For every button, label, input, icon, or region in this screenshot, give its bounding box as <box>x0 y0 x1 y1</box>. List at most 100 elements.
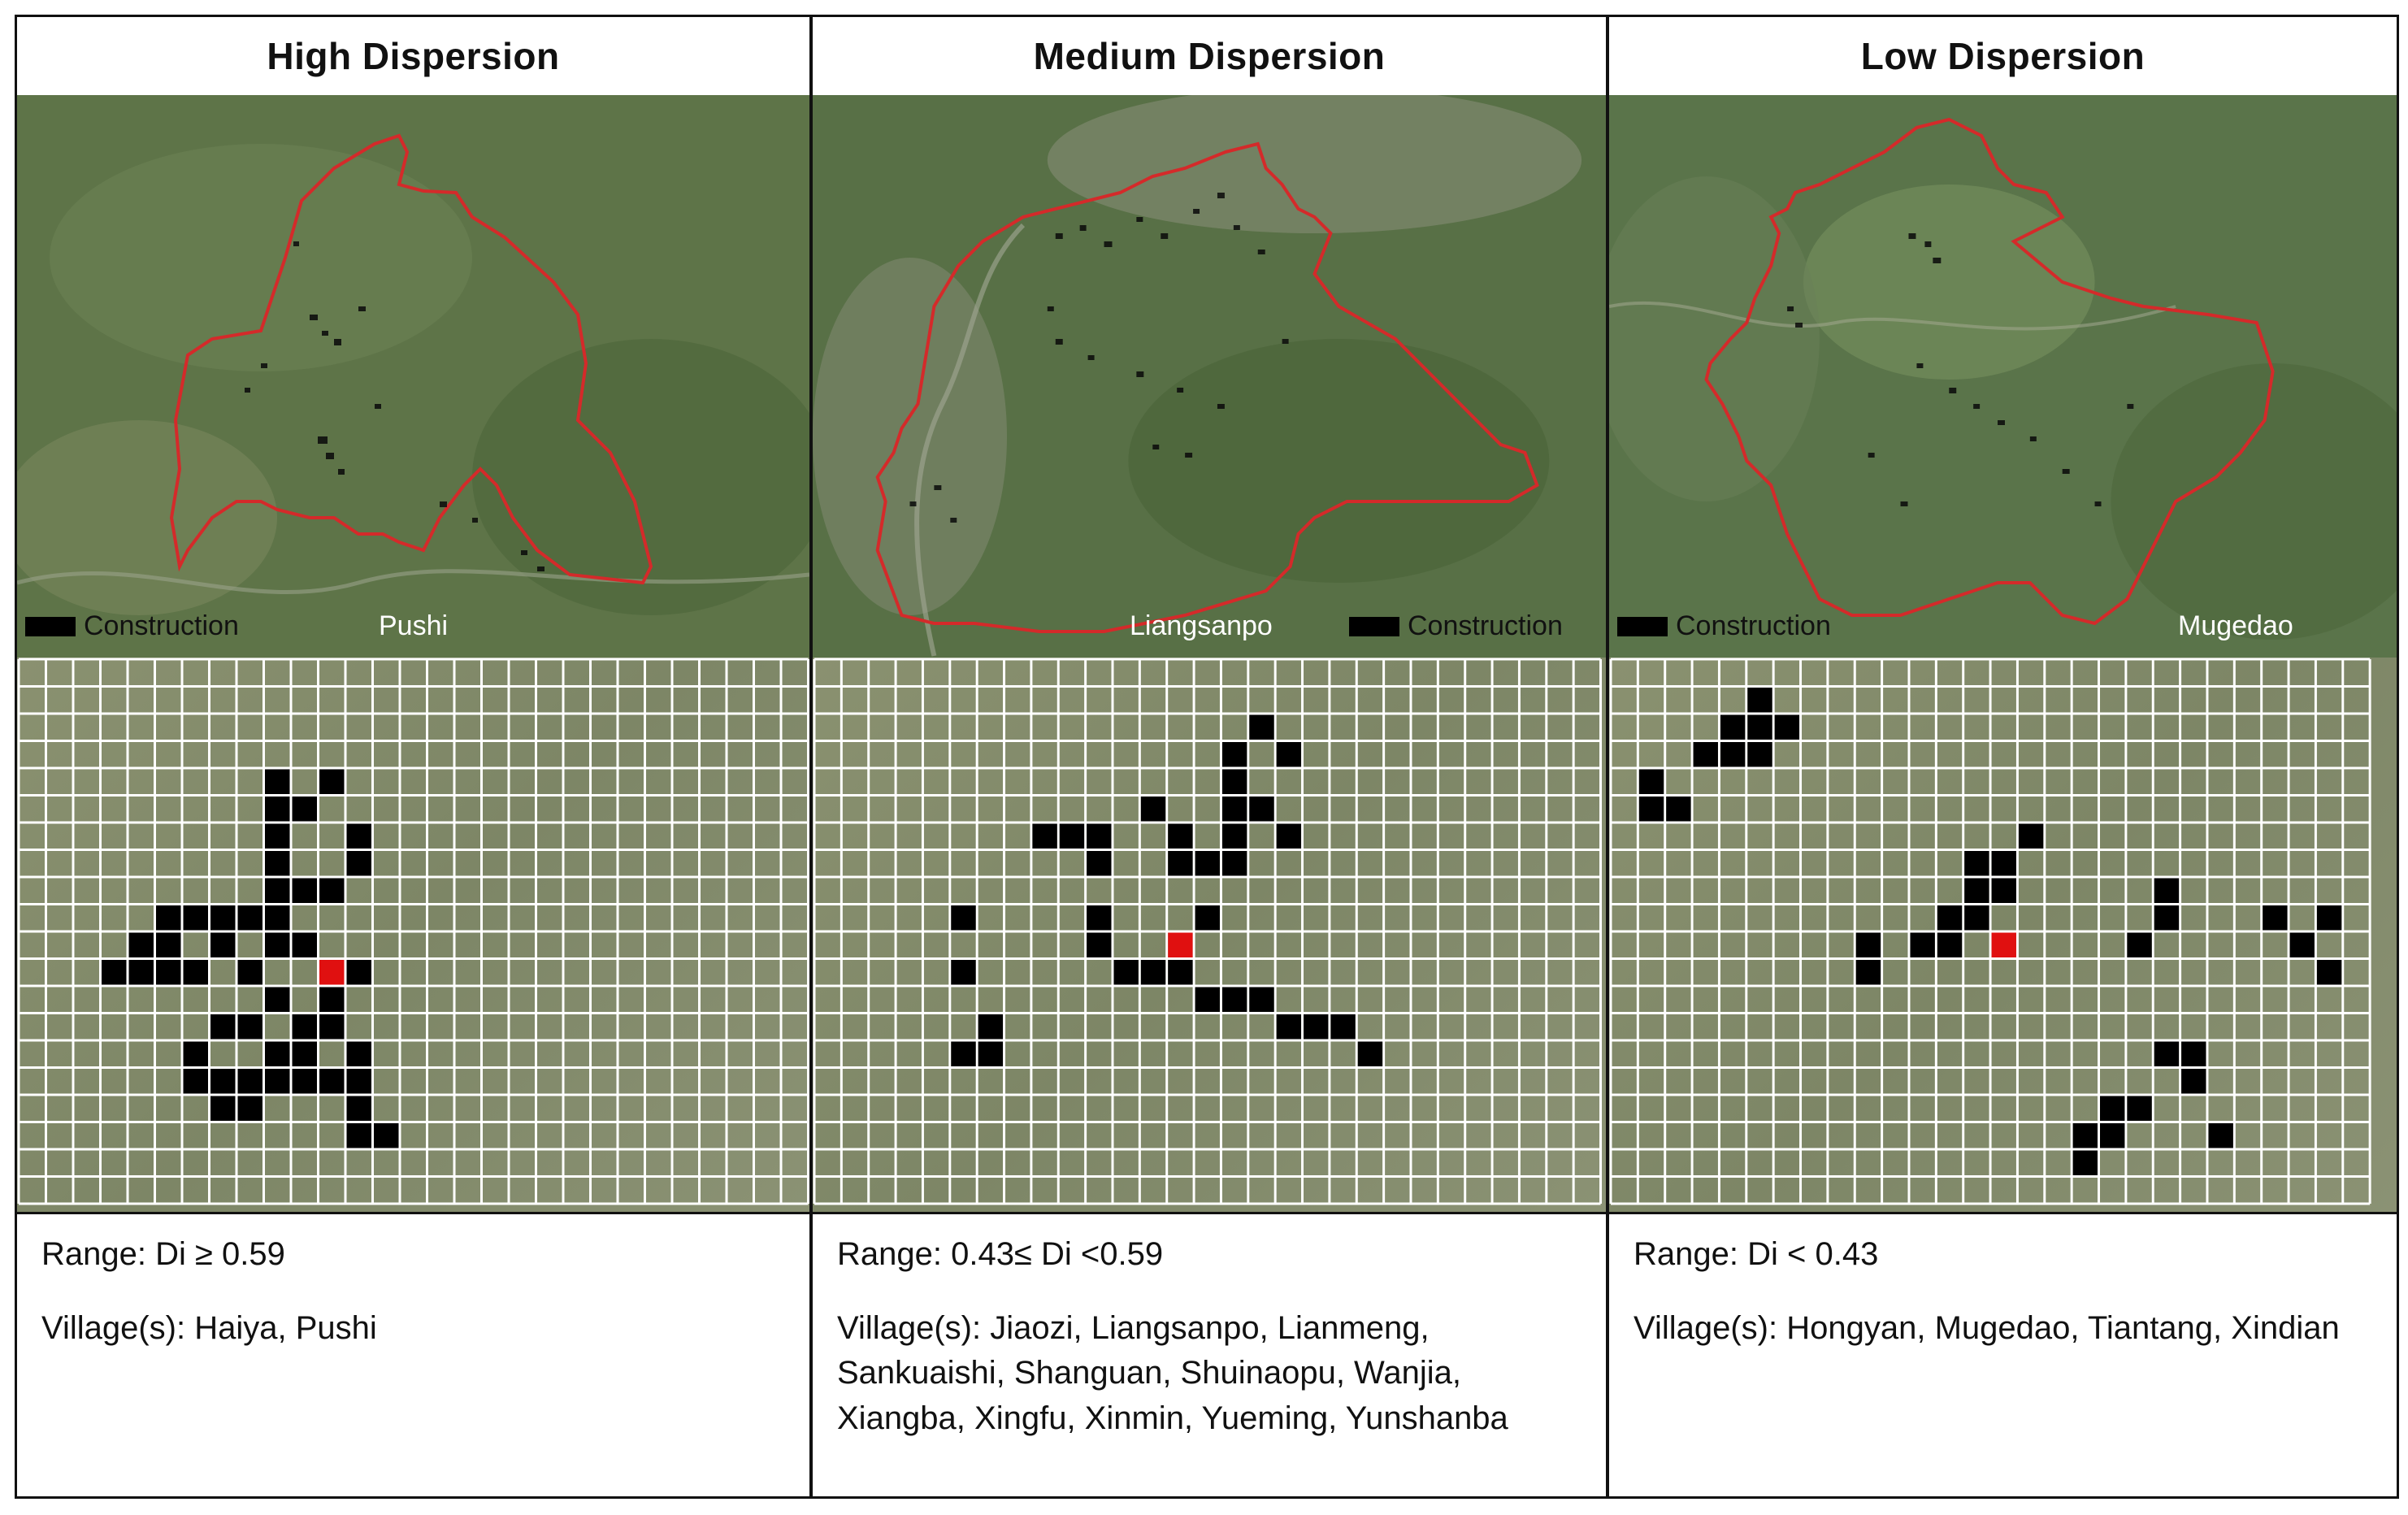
construction-cell <box>1087 851 1112 876</box>
construction-cell <box>319 1014 345 1040</box>
construction-cell <box>210 932 236 957</box>
construction-cell <box>1221 823 1247 849</box>
range-text: Range: Di < 0.43 <box>1634 1236 1879 1272</box>
construction-cell <box>183 960 208 985</box>
grid-area <box>17 658 809 1212</box>
description: Range: Di < 0.43 Village(s): Hongyan, Mu… <box>1609 1212 2397 1496</box>
construction-cell <box>237 905 262 931</box>
construction-cell <box>2127 1096 2152 1121</box>
construction-cell <box>1276 742 1302 767</box>
construction-cell <box>1937 905 1963 931</box>
construction-cell <box>1638 769 1664 794</box>
construction-cell <box>156 905 181 931</box>
construction-cell <box>265 932 290 957</box>
construction-cell <box>1113 960 1139 985</box>
map-drawing <box>813 95 1606 658</box>
cell-grid <box>1609 658 2371 1205</box>
construction-cell <box>319 987 345 1012</box>
grid-area <box>813 658 1606 1212</box>
villages-text: Village(s): Haiya, Pushi <box>41 1310 377 1347</box>
construction-cell <box>292 1069 317 1094</box>
construction-cell <box>237 1069 262 1094</box>
construction-cell <box>2100 1123 2125 1148</box>
construction-cell <box>319 769 345 794</box>
construction-cell <box>292 797 317 822</box>
construction-cell <box>346 1069 371 1094</box>
description: Range: 0.43≤ Di <0.59 Village(s): Jiaozi… <box>813 1212 1606 1496</box>
construction-cell <box>1855 960 1881 985</box>
construction-cell <box>1168 960 1193 985</box>
construction-cell <box>978 1014 1004 1040</box>
panel-title: Low Dispersion <box>1609 17 2397 98</box>
construction-cell <box>265 823 290 849</box>
construction-cell <box>2072 1150 2098 1175</box>
village-label: Liangsanpo <box>1130 610 1273 641</box>
construction-cell <box>1693 742 1718 767</box>
construction-cell <box>265 1069 290 1094</box>
construction-cell <box>2154 1041 2180 1066</box>
construction-cell <box>2154 905 2180 931</box>
construction-cell <box>1747 742 1772 767</box>
construction-cell <box>1638 797 1664 822</box>
construction-cell <box>2072 1123 2098 1148</box>
construction-cell <box>1964 851 1989 876</box>
construction-cell <box>265 905 290 931</box>
construction-cell <box>1720 714 1746 740</box>
construction-cell <box>265 878 290 903</box>
construction-cell <box>2018 823 2044 849</box>
construction-cell <box>1059 823 1085 849</box>
panel-high-dispersion: High Dispersion Construction <box>17 17 809 1496</box>
construction-cell <box>1249 797 1274 822</box>
construction-cell <box>346 851 371 876</box>
satellite-map: Construction Mugedao <box>1609 95 2397 658</box>
construction-cell <box>346 1041 371 1066</box>
center-cell <box>1168 932 1193 957</box>
map-legend: Construction <box>1349 610 1563 642</box>
center-cell <box>319 960 345 985</box>
construction-cell <box>1087 932 1112 957</box>
construction-cell <box>1221 769 1247 794</box>
construction-cell <box>2263 905 2288 931</box>
construction-cell <box>1221 987 1247 1012</box>
construction-cell <box>292 932 317 957</box>
construction-cell <box>210 1096 236 1121</box>
construction-cell <box>265 797 290 822</box>
construction-cell <box>210 1014 236 1040</box>
cell-grid <box>17 658 809 1205</box>
construction-cell <box>2100 1096 2125 1121</box>
construction-cell <box>1087 823 1112 849</box>
range-text: Range: 0.43≤ Di <0.59 <box>837 1236 1164 1272</box>
panel-low-dispersion: Low Dispersion Construction <box>1606 17 2397 1496</box>
map-legend: Construction <box>1617 610 1831 642</box>
construction-cell <box>1140 797 1166 822</box>
construction-cell <box>265 987 290 1012</box>
construction-cell <box>1774 714 1800 740</box>
construction-cell <box>346 960 371 985</box>
construction-cell <box>210 905 236 931</box>
construction-cell <box>1221 851 1247 876</box>
construction-cell <box>292 1014 317 1040</box>
satellite-map: Construction Liangsanpo <box>813 95 1606 658</box>
construction-cell <box>1195 987 1220 1012</box>
construction-cell <box>128 960 154 985</box>
construction-cell <box>265 769 290 794</box>
construction-cell <box>183 1041 208 1066</box>
construction-cell <box>374 1123 399 1148</box>
construction-cell <box>1168 823 1193 849</box>
construction-cell <box>346 1123 371 1148</box>
range-text: Range: Di ≥ 0.59 <box>41 1236 285 1272</box>
construction-cell <box>1276 823 1302 849</box>
construction-cell <box>1991 878 2016 903</box>
construction-cell <box>265 851 290 876</box>
construction-cell <box>1330 1014 1356 1040</box>
construction-cell <box>1937 932 1963 957</box>
construction-cell <box>156 932 181 957</box>
construction-cell <box>210 1069 236 1094</box>
construction-cell <box>1087 905 1112 931</box>
construction-cell <box>2208 1123 2233 1148</box>
construction-cell <box>1140 960 1166 985</box>
legend-label: Construction <box>1408 610 1563 641</box>
construction-cell <box>1221 797 1247 822</box>
construction-cell <box>2289 932 2315 957</box>
grid-area <box>1609 658 2397 1212</box>
